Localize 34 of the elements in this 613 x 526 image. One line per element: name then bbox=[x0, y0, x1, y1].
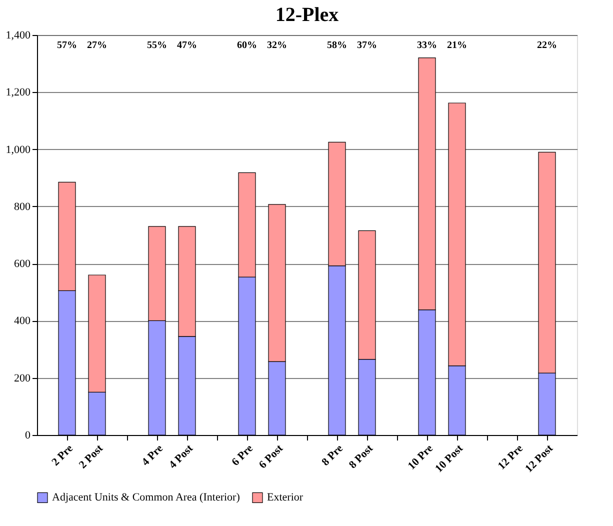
y-tick-label: 200 bbox=[14, 372, 31, 384]
y-tick-label: 1,400 bbox=[6, 30, 31, 42]
x-tick-label: 8 Post bbox=[346, 442, 376, 472]
annotation: 21% bbox=[447, 40, 467, 51]
y-tick-label: 1,200 bbox=[6, 86, 31, 99]
legend-label: Adjacent Units & Common Area (Interior) bbox=[52, 492, 240, 504]
y-tick-label: 800 bbox=[14, 200, 31, 213]
x-tick-label: 6 Post bbox=[256, 442, 286, 472]
annotation: 58% bbox=[327, 40, 347, 51]
annotation: 32% bbox=[267, 40, 287, 51]
y-tick-label: 1,000 bbox=[6, 144, 31, 156]
x-tick-label: 10 Pre bbox=[406, 442, 436, 472]
annotation: 47% bbox=[177, 40, 197, 51]
chart-title: 12-Plex bbox=[275, 4, 339, 26]
x-tick-label: 4 Pre bbox=[140, 442, 166, 468]
annotation: 33% bbox=[417, 40, 437, 51]
annotation: 22% bbox=[537, 40, 557, 51]
y-tick-label: 400 bbox=[14, 315, 31, 328]
x-tick-label: 8 Pre bbox=[320, 442, 346, 468]
annotation: 60% bbox=[237, 40, 257, 51]
x-tick-label: 4 Post bbox=[166, 442, 196, 472]
annotation: 57% bbox=[57, 40, 77, 51]
x-tick-label: 2 Post bbox=[76, 442, 106, 472]
x-tick-label: 12 Pre bbox=[496, 442, 526, 472]
x-tick-label: 12 Post bbox=[523, 442, 556, 475]
y-tick-label: 600 bbox=[14, 258, 31, 270]
annotation: 27% bbox=[87, 40, 107, 51]
x-tick-label: 6 Pre bbox=[230, 442, 256, 468]
x-tick-label: 10 Post bbox=[433, 442, 466, 475]
annotation: 37% bbox=[357, 40, 377, 51]
x-tick-label: 2 Pre bbox=[50, 442, 76, 468]
annotation: 55% bbox=[147, 40, 167, 51]
y-tick-label: 0 bbox=[25, 430, 31, 442]
legend-label: Exterior bbox=[267, 492, 304, 504]
